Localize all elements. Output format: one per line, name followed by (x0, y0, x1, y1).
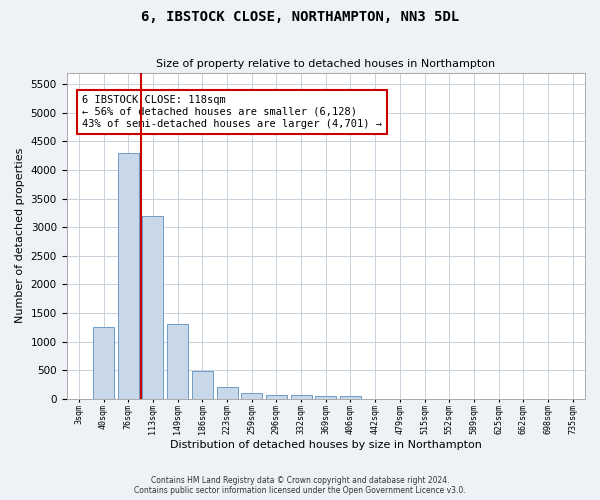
Bar (192, 372, 213, 399)
Bar (217, 387, 238, 399)
Bar (266, 395, 287, 399)
Bar (290, 396, 311, 399)
Text: 6 IBSTOCK CLOSE: 118sqm
← 56% of detached houses are smaller (6,128)
43% of semi: 6 IBSTOCK CLOSE: 118sqm ← 56% of detache… (82, 96, 382, 128)
Y-axis label: Number of detached properties: Number of detached properties (15, 148, 25, 324)
Text: Contains HM Land Registry data © Crown copyright and database right 2024.
Contai: Contains HM Land Registry data © Crown c… (134, 476, 466, 495)
Title: Size of property relative to detached houses in Northampton: Size of property relative to detached ho… (156, 59, 496, 69)
Bar (315, 396, 336, 399)
Bar (241, 392, 262, 399)
Text: 6, IBSTOCK CLOSE, NORTHAMPTON, NN3 5DL: 6, IBSTOCK CLOSE, NORTHAMPTON, NN3 5DL (141, 10, 459, 24)
Bar (340, 396, 361, 399)
X-axis label: Distribution of detached houses by size in Northampton: Distribution of detached houses by size … (170, 440, 482, 450)
Bar (167, 324, 188, 399)
Bar (93, 328, 114, 399)
Bar (118, 152, 139, 399)
Bar (142, 216, 163, 399)
